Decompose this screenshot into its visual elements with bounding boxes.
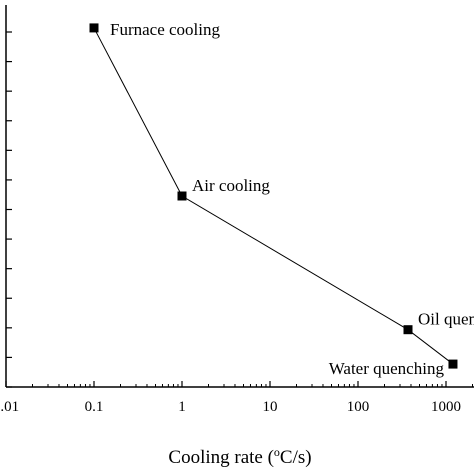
series-markers <box>89 23 458 369</box>
series-polyline <box>93 27 454 365</box>
data-point-marker <box>403 325 413 335</box>
data-point-label: Oil quenching <box>418 310 474 329</box>
x-tick-label: 10 <box>263 399 278 415</box>
data-point-marker <box>448 359 458 369</box>
data-point-label: Air cooling <box>192 176 270 195</box>
x-axis-title: Cooling rate (oC/s) <box>168 445 311 468</box>
x-tick-label: 100 <box>347 399 370 415</box>
axes <box>5 5 474 388</box>
series-line <box>93 27 454 365</box>
x-tick-label: 1000 <box>431 399 461 415</box>
x-tick-label: 0.1 <box>85 399 104 415</box>
y-ticks <box>6 31 12 388</box>
data-point-label: Water quenching <box>329 359 445 378</box>
x-ticks <box>5 381 473 387</box>
point-labels: Furnace cooling Air cooling Oil quenching W… <box>110 20 474 378</box>
data-point-marker <box>89 23 99 33</box>
x-tick-label: 0.01 <box>0 399 19 415</box>
x-tick-label: 1 <box>178 399 186 415</box>
x-tick-labels: 0.01 0.1 1 10 100 1000 <box>0 399 461 415</box>
data-point-label: Furnace cooling <box>110 20 220 39</box>
data-point-marker <box>177 191 187 201</box>
